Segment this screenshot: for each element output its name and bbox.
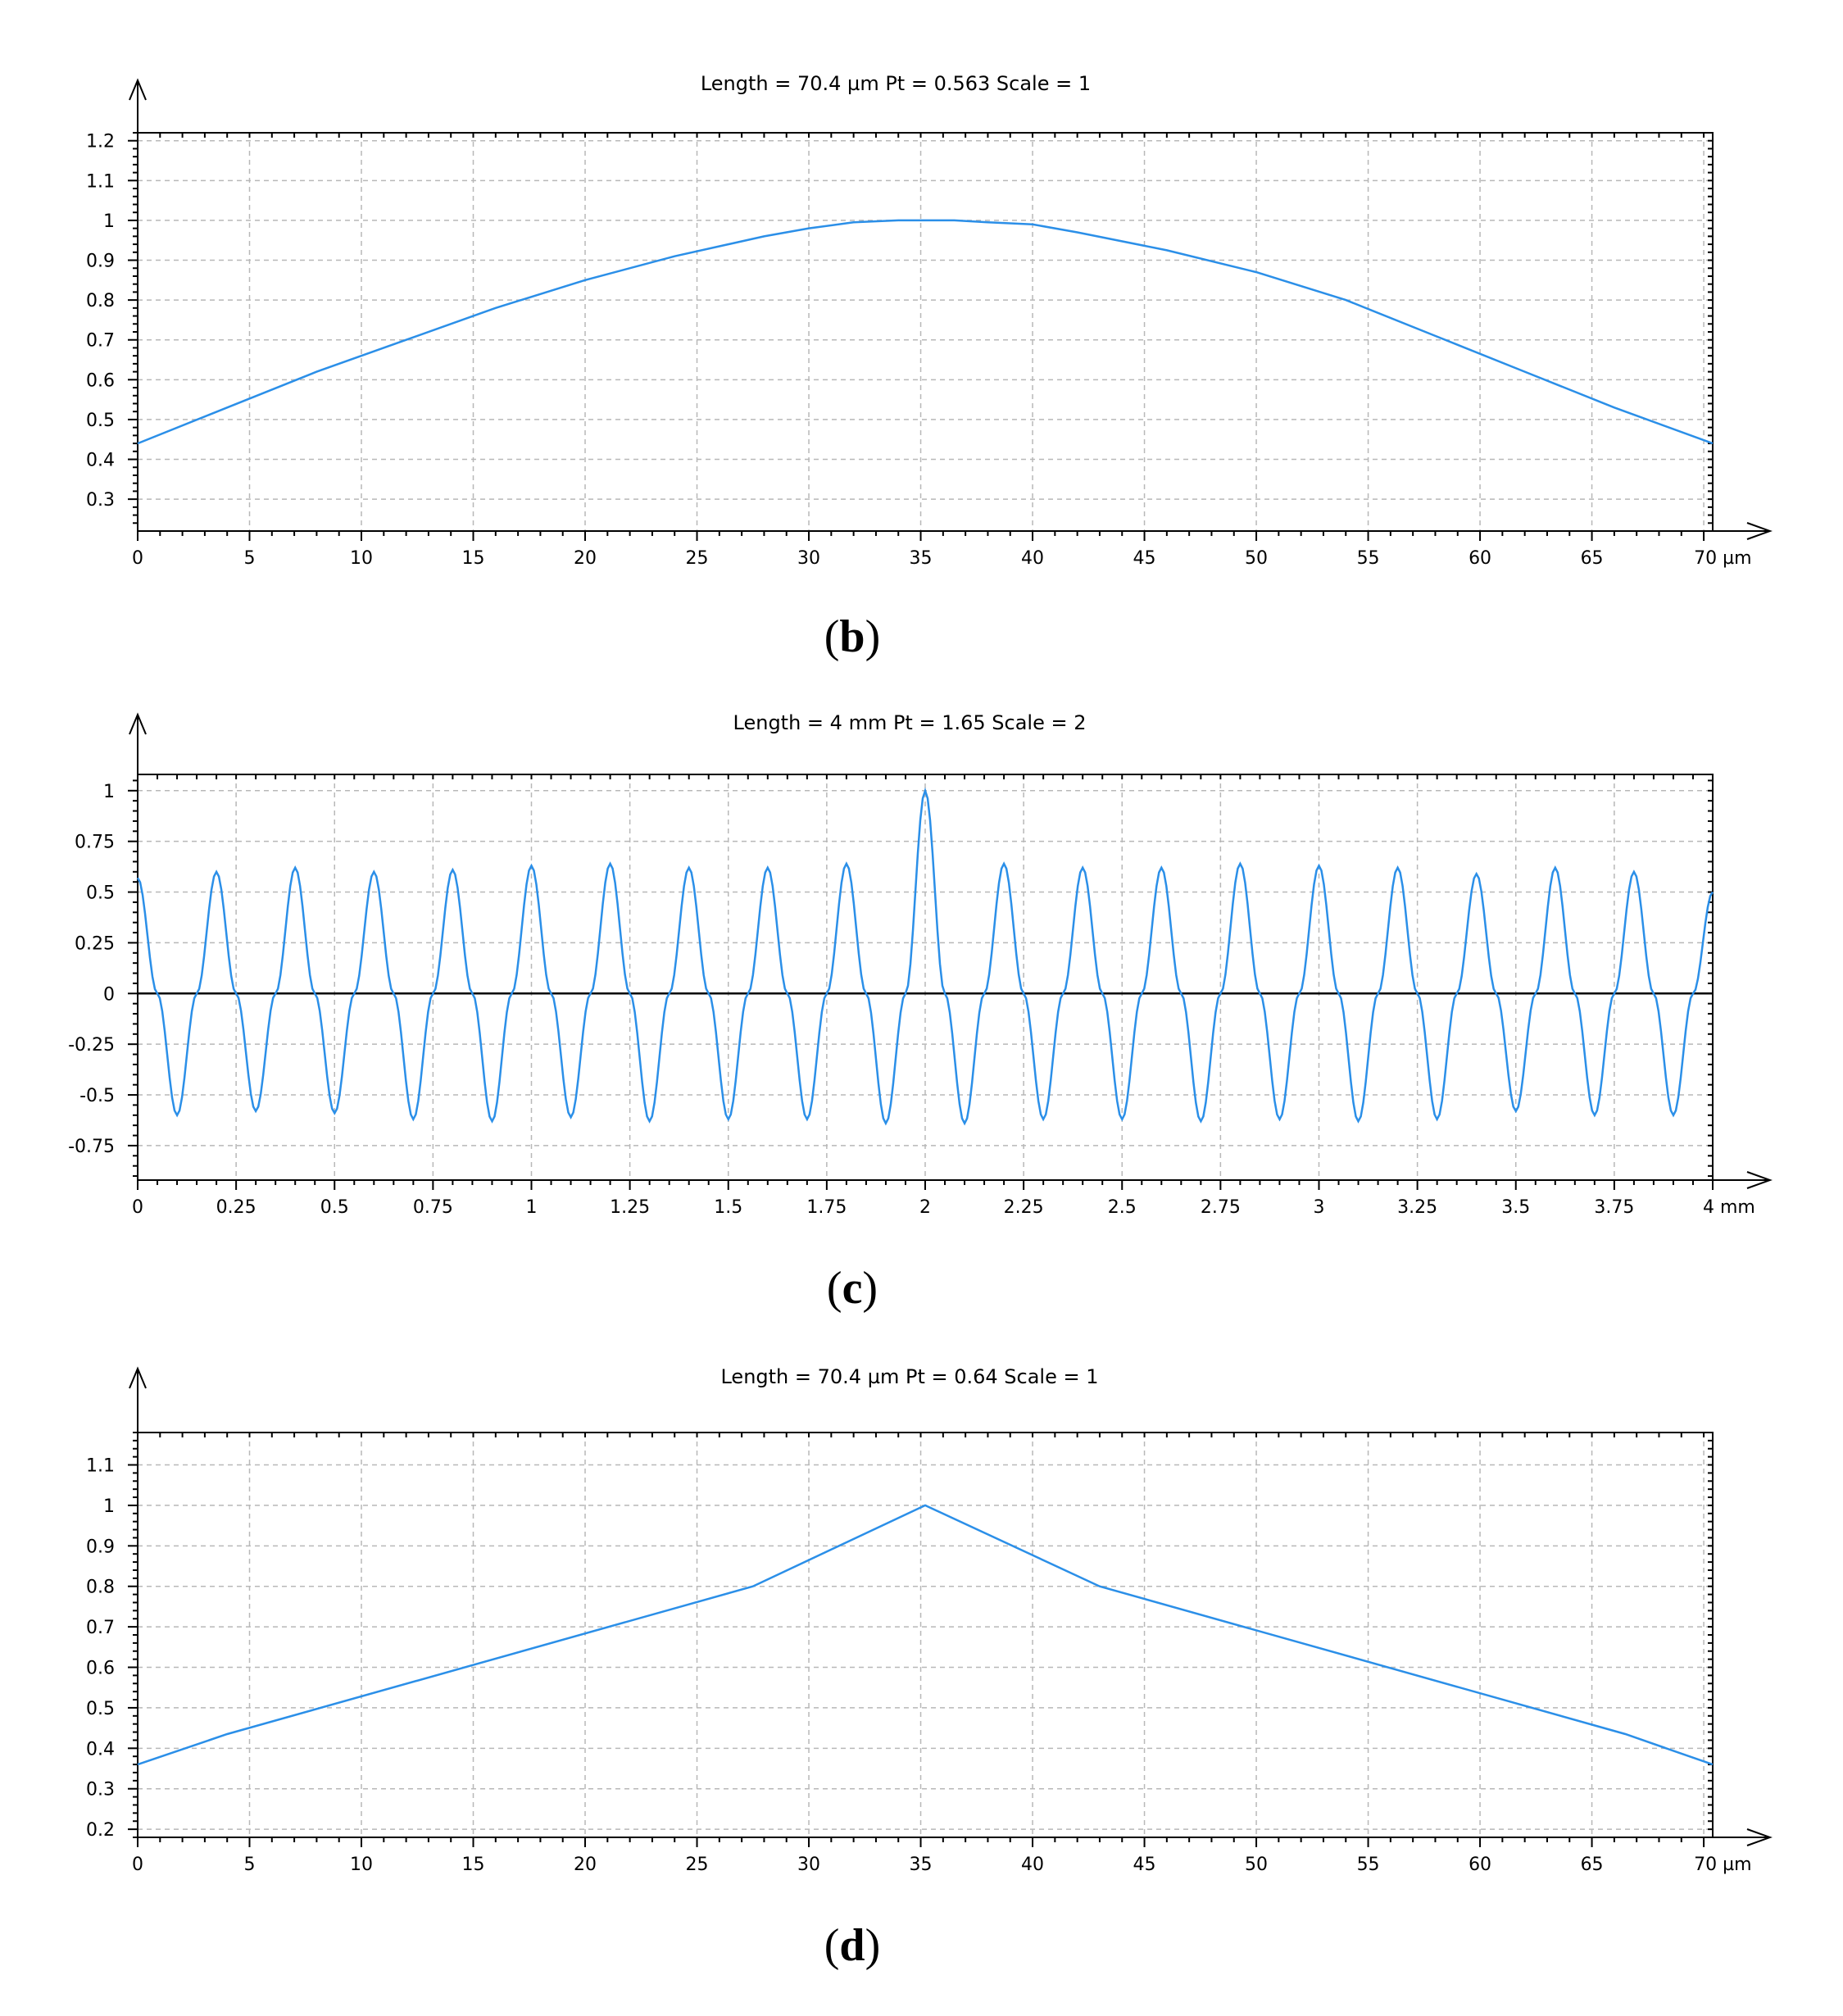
plot-area: 0 0.25 0.5 0.75 1 1.25 1.5 1.75 2 2.25 2.5 2.75 3 3.2… xyxy=(68,774,1755,1218)
x-tick-label: 2 xyxy=(919,1197,931,1218)
y-tick-label: 0.5 xyxy=(86,1699,115,1719)
x-tick-label: 0 xyxy=(132,1197,143,1218)
series-line xyxy=(137,219,1714,445)
y-tick-label: 0.6 xyxy=(86,1659,115,1679)
y-tick-label: 0.6 xyxy=(86,370,115,391)
y-tick-label: 1 xyxy=(103,782,115,802)
x-tick-label: 35 xyxy=(910,1855,933,1875)
plot-area: 0 5 10 15 20 25 30 35 40 45 50 55 60 65 70 µm 0.2 0.3 0.4… xyxy=(86,1432,1752,1875)
chart-title: Length = 4 mm Pt = 1.65 Scale = 2 xyxy=(733,711,1087,734)
y-tick-label: 0.4 xyxy=(86,451,115,471)
x-tick-label: 30 xyxy=(797,548,820,569)
x-tick-label: 1 xyxy=(526,1197,538,1218)
chart-title: Length = 70.4 µm Pt = 0.563 Scale = 1 xyxy=(701,72,1091,95)
y-tick-label: 0.75 xyxy=(75,833,115,853)
y-tick-label: 0.25 xyxy=(75,933,115,954)
y-tick-label: 0.5 xyxy=(86,411,115,431)
x-tick-label: 65 xyxy=(1581,1855,1604,1875)
y-tick-label: 0.3 xyxy=(86,1780,115,1800)
x-tick-label: 50 xyxy=(1245,1855,1268,1875)
y-tick-label: 0.7 xyxy=(86,331,115,352)
plot-frame xyxy=(137,1432,1714,1838)
y-tick-label: 1.1 xyxy=(86,1456,115,1477)
x-tick-label: 2.25 xyxy=(1004,1197,1044,1218)
y-tick-label: 0.3 xyxy=(86,490,115,511)
panel-caption: (d) xyxy=(824,1920,880,1971)
x-tick-label: 70 µm xyxy=(1694,548,1751,569)
panel-c: Length = 4 mm Pt = 1.65 Scale = 2 0 0.25 0… xyxy=(68,711,1773,1314)
chart-title: Length = 70.4 µm Pt = 0.64 Scale = 1 xyxy=(720,1365,1098,1388)
y-tick-label: 1.1 xyxy=(86,171,115,192)
x-tick-label: 15 xyxy=(462,548,485,569)
x-tick-label: 3.75 xyxy=(1594,1197,1634,1218)
y-tick-label: 0.8 xyxy=(86,1578,115,1598)
plot-frame xyxy=(137,132,1714,532)
x-tick-label: 50 xyxy=(1245,548,1268,569)
y-tick-label: 1 xyxy=(103,211,115,232)
x-tick-label: 5 xyxy=(244,1855,256,1875)
y-tick-label: 0.9 xyxy=(86,1537,115,1557)
x-tick-label: 0.5 xyxy=(320,1197,349,1218)
y-tick-label: 0.9 xyxy=(86,252,115,272)
x-tick-label: 70 µm xyxy=(1694,1855,1751,1875)
y-tick-label: 1.2 xyxy=(86,132,115,152)
y-tick-label: 0.5 xyxy=(86,883,115,904)
axis-arrows xyxy=(129,78,1773,540)
x-tick-label: 0 xyxy=(132,548,143,569)
x-tick-label: 15 xyxy=(462,1855,485,1875)
x-tick-label: 65 xyxy=(1581,548,1604,569)
x-tick-label: 45 xyxy=(1133,548,1156,569)
y-tick-label: -0.25 xyxy=(68,1035,115,1056)
x-tick-label: 1.25 xyxy=(610,1197,650,1218)
x-tick-label: 30 xyxy=(797,1855,820,1875)
x-tick-label: 55 xyxy=(1357,1855,1380,1875)
series-line xyxy=(136,787,1714,1126)
x-tick-label: 35 xyxy=(910,548,933,569)
x-tick-label: 1.75 xyxy=(806,1197,847,1218)
y-tick-label: 1 xyxy=(103,1496,115,1517)
x-tick-label: 0 xyxy=(132,1855,143,1875)
x-tick-label: 40 xyxy=(1021,548,1044,569)
x-tick-label: 25 xyxy=(686,548,709,569)
x-tick-label: 3 xyxy=(1314,1197,1325,1218)
panel-caption: (c) xyxy=(827,1263,878,1314)
axis-arrows xyxy=(129,1366,1773,1846)
x-tick-label: 60 xyxy=(1468,1855,1491,1875)
x-tick-label: 0.25 xyxy=(216,1197,256,1218)
x-tick-label: 10 xyxy=(350,1855,373,1875)
x-tick-label: 2.5 xyxy=(1108,1197,1137,1218)
y-tick-label: 0.8 xyxy=(86,291,115,311)
series-line xyxy=(137,1504,1714,1766)
x-tick-label: 20 xyxy=(574,1855,597,1875)
x-tick-label: 40 xyxy=(1021,1855,1044,1875)
x-tick-label: 20 xyxy=(574,548,597,569)
x-tick-label: 4 mm xyxy=(1703,1197,1755,1218)
x-tick-label: 5 xyxy=(244,548,256,569)
x-tick-label: 2.75 xyxy=(1201,1197,1241,1218)
axis-arrows xyxy=(129,712,1773,1189)
y-tick-label: 0.2 xyxy=(86,1820,115,1841)
y-tick-label: 0.4 xyxy=(86,1739,115,1759)
panel-caption: (b) xyxy=(824,611,880,662)
plot-area: 0 5 10 15 20 25 30 35 40 45 50 55 60 65 70 µm 0.3 0.4 0.5… xyxy=(86,132,1752,569)
x-tick-label: 10 xyxy=(350,548,373,569)
x-tick-label: 3.25 xyxy=(1397,1197,1437,1218)
x-tick-label: 0.75 xyxy=(413,1197,453,1218)
y-tick-label: 0 xyxy=(103,984,115,1005)
y-tick-label: -0.5 xyxy=(79,1086,115,1106)
x-tick-label: 3.5 xyxy=(1501,1197,1530,1218)
x-tick-label: 55 xyxy=(1357,548,1380,569)
y-tick-label: 0.7 xyxy=(86,1618,115,1638)
x-tick-label: 25 xyxy=(686,1855,709,1875)
x-tick-label: 45 xyxy=(1133,1855,1156,1875)
panel-d: Length = 70.4 µm Pt = 0.64 Scale = 1 0 5 1… xyxy=(86,1365,1773,1971)
y-tick-label: -0.75 xyxy=(68,1137,115,1157)
panel-b: Length = 70.4 µm Pt = 0.563 Scale = 1 0 5… xyxy=(86,72,1773,662)
x-tick-label: 1.5 xyxy=(714,1197,742,1218)
x-tick-label: 60 xyxy=(1468,548,1491,569)
